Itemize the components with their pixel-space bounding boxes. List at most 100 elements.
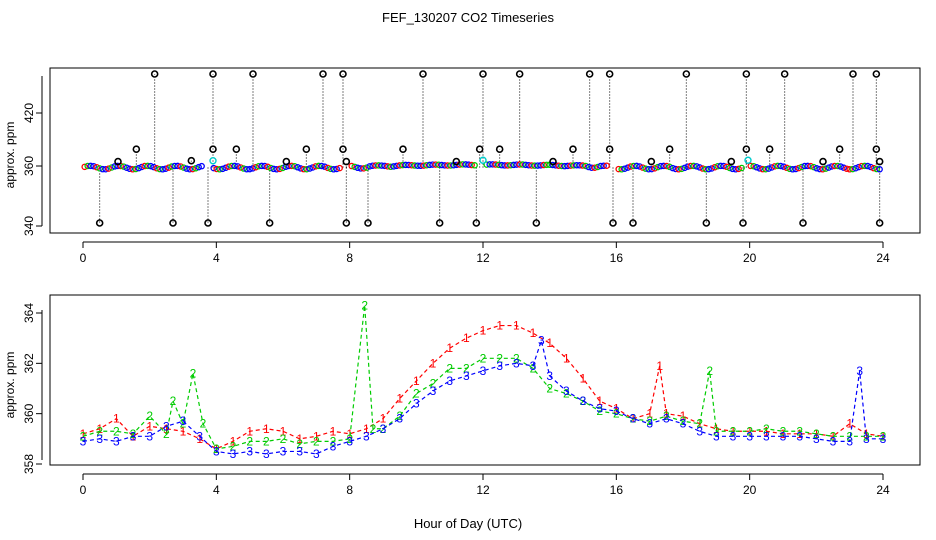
top-baseline-marker — [807, 162, 814, 170]
series-1-marker: 1 — [796, 427, 803, 441]
top-baseline-marker — [600, 162, 607, 170]
series-3-marker: 3 — [538, 334, 545, 348]
series-2-marker: 2 — [246, 434, 253, 448]
top-y-tick-label: 420 — [22, 103, 36, 123]
top-spike-marker — [495, 145, 504, 154]
series-3-marker: 3 — [180, 414, 187, 428]
top-baseline-marker — [333, 165, 340, 173]
series-2-marker: 2 — [706, 364, 713, 378]
series-2-marker: 2 — [313, 434, 320, 448]
series-3-marker: 3 — [513, 356, 520, 370]
top-baseline-marker — [645, 166, 652, 173]
top-baseline-marker — [795, 164, 802, 172]
top-spike-marker — [435, 219, 444, 227]
top-baseline-marker — [666, 163, 673, 171]
top-spike-marker — [585, 70, 594, 78]
bottom-x-tick-label: 0 — [80, 483, 87, 497]
top-baseline-marker — [96, 165, 103, 172]
top-baseline-marker — [465, 161, 472, 168]
series-3-marker: 3 — [446, 374, 453, 388]
series-1-marker: 1 — [513, 319, 520, 333]
top-baseline-marker — [675, 166, 682, 173]
figure-title: FEF_130207 CO2 Timeseries — [382, 10, 554, 25]
top-baseline-marker — [627, 163, 634, 170]
top-baseline-marker — [138, 163, 145, 171]
top-baseline-marker — [129, 166, 136, 173]
series-2-marker: 2 — [880, 429, 887, 443]
top-baseline-marker — [714, 163, 721, 170]
top-spike-marker — [249, 70, 257, 78]
top-baseline-marker — [654, 163, 661, 171]
top-baseline-marker — [597, 162, 604, 170]
top-baseline-marker — [459, 161, 466, 168]
series-1-marker: 1 — [263, 422, 270, 436]
top-baseline-marker — [84, 162, 91, 170]
top-spike-marker — [265, 219, 274, 227]
top-baseline-marker — [228, 162, 235, 170]
top-baseline-marker — [621, 165, 628, 172]
top-baseline-marker — [690, 162, 697, 170]
top-baseline-marker — [93, 163, 100, 171]
top-baseline-marker — [444, 162, 451, 169]
series-3-marker: 3 — [263, 447, 270, 461]
top-baseline-marker — [483, 161, 490, 168]
top-baseline-marker — [90, 162, 97, 170]
top-baseline-marker — [111, 163, 118, 170]
top-baseline-marker — [510, 161, 517, 169]
top-baseline-marker — [372, 162, 379, 169]
top-baseline-marker — [234, 163, 241, 170]
top-baseline-marker — [834, 162, 841, 170]
series-2-marker: 2 — [396, 409, 403, 423]
top-baseline-marker — [261, 162, 268, 170]
bottom-x-tick-label: 4 — [213, 483, 220, 497]
top-baseline-marker — [870, 164, 877, 172]
top-baseline-marker — [270, 165, 277, 173]
top-baseline-marker — [87, 162, 94, 170]
series-3-marker: 3 — [280, 444, 287, 458]
top-baseline-marker — [399, 161, 406, 169]
top-baseline-marker — [702, 165, 709, 173]
top-baseline-marker — [849, 165, 856, 173]
series-1-marker: 1 — [280, 424, 287, 438]
series-2-marker: 2 — [296, 437, 303, 451]
top-baseline-marker — [387, 163, 394, 171]
top-baseline-marker — [258, 162, 265, 170]
series-3-marker: 3 — [596, 402, 603, 416]
top-spike-marker — [339, 145, 347, 154]
top-baseline-marker — [582, 162, 589, 170]
top-baseline-marker — [579, 162, 586, 169]
top-baseline-marker — [630, 162, 637, 170]
series-2-marker: 2 — [546, 382, 553, 396]
top-baseline-marker — [126, 165, 133, 173]
top-baseline-marker — [789, 166, 796, 173]
top-baseline-marker — [684, 163, 691, 170]
top-spike-marker — [150, 70, 159, 78]
top-baseline-marker — [414, 162, 421, 170]
series-1-marker: 1 — [230, 434, 237, 448]
top-baseline-marker — [396, 162, 403, 169]
series-2-marker: 2 — [563, 387, 570, 401]
top-baseline-marker — [753, 164, 760, 171]
top-baseline-marker — [240, 165, 247, 172]
top-baseline-marker — [633, 162, 640, 170]
series-3-marker: 3 — [630, 412, 637, 426]
top-spike-marker — [549, 157, 557, 166]
top-spike-marker — [132, 145, 141, 154]
series-1-marker: 1 — [713, 422, 720, 436]
top-baseline-marker — [507, 161, 514, 169]
top-spike-marker — [702, 219, 711, 227]
top-baseline-marker — [312, 163, 319, 170]
top-baseline-marker — [726, 164, 733, 172]
series-1-marker: 1 — [296, 432, 303, 446]
top-baseline-marker — [447, 162, 454, 169]
series-1-marker: 1 — [480, 324, 487, 338]
top-baseline-marker — [363, 164, 370, 171]
bottom-x-axis: 0 4 8 12 16 20 24 — [80, 473, 890, 497]
top-spike-marker — [209, 145, 217, 154]
top-spike-marker — [875, 219, 884, 227]
series-2-marker: 2 — [430, 376, 437, 390]
bottom-y-tick-label: 362 — [22, 353, 36, 373]
top-baseline-marker — [591, 164, 598, 171]
top-baseline-marker — [501, 162, 508, 169]
